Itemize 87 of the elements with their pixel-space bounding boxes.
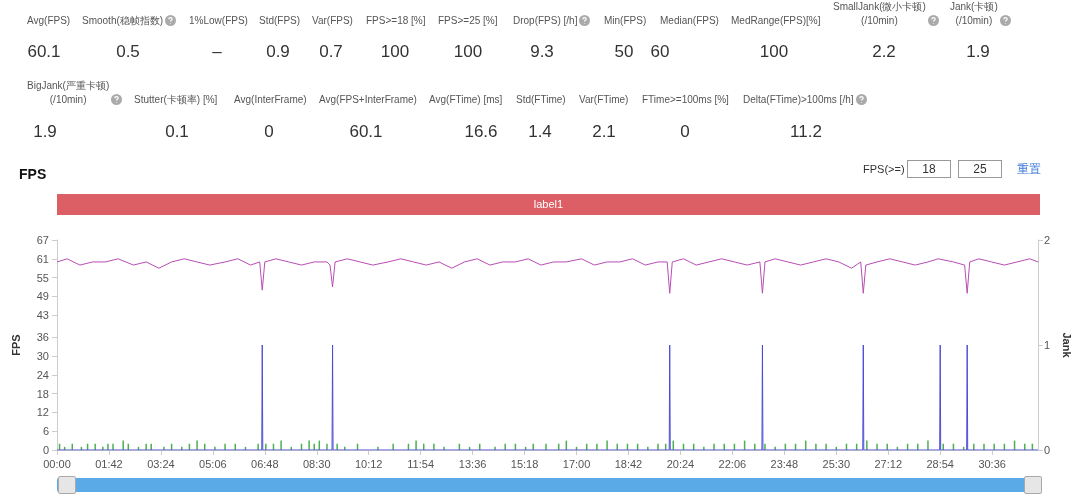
- number-field: 25: [958, 160, 1002, 178]
- x-tick-label: 28:54: [926, 457, 954, 470]
- text: 16.6: [464, 122, 498, 142]
- text: Std(FTime): [516, 93, 566, 107]
- x-tick-label: 23:48: [770, 457, 799, 470]
- x-tick-label: 18:42: [614, 457, 643, 470]
- text: 0: [264, 122, 274, 142]
- text: MedRange(FPS)[%]: [731, 14, 821, 28]
- text: 0.7: [319, 42, 343, 62]
- text: Avg(InterFrame): [234, 93, 307, 107]
- number-field: 18: [907, 160, 951, 178]
- text: 1.9: [33, 122, 57, 142]
- x-tick-label: 08:30: [303, 457, 331, 470]
- y-tick-label: 24: [36, 368, 49, 381]
- y-tick-label: 12: [36, 406, 49, 419]
- text: 100: [453, 42, 483, 62]
- y-tick-label: 43: [36, 309, 49, 322]
- text: 0.5: [116, 42, 140, 62]
- text: Stutter(卡顿率) [%]: [134, 93, 218, 107]
- x-tick-label: 10:12: [354, 457, 383, 470]
- y-tick-label: 55: [36, 271, 49, 284]
- text: 2.2: [872, 42, 896, 62]
- x-tick-label: 00:00: [43, 457, 71, 470]
- text: 重置: [1017, 161, 1041, 178]
- y-tick-label: 18: [36, 387, 49, 400]
- x-tick-label: 01:42: [95, 457, 123, 470]
- text: FPS>=25 [%]: [438, 14, 498, 28]
- y-tick-label: 49: [36, 290, 49, 303]
- text: 2.1: [592, 122, 616, 142]
- line-series: [56, 258, 1039, 294]
- text: Delta(FTime)>100ms [/h]: [743, 93, 854, 107]
- x-tick-label: 03:24: [147, 457, 175, 470]
- text: FTime>=100ms [%]: [642, 93, 729, 107]
- chart-title: FPS: [19, 166, 47, 182]
- text: label1: [57, 194, 1040, 215]
- x-tick-label: 11:54: [407, 457, 435, 470]
- text: Std(FPS): [259, 14, 301, 28]
- text: Median(FPS): [660, 14, 719, 28]
- text: 11.2: [790, 122, 822, 142]
- text: 100: [759, 42, 789, 62]
- text: 1.4: [528, 122, 552, 142]
- text: BigJank(严重卡顿) (/10min): [27, 79, 110, 107]
- text: 1%Low(FPS): [189, 14, 248, 28]
- text: 50: [614, 42, 634, 62]
- text: 100: [380, 42, 410, 62]
- y-tick-label: 30: [36, 349, 49, 362]
- text: Var(FTime): [579, 93, 629, 107]
- text: 0.9: [266, 42, 290, 62]
- text: 0.1: [165, 122, 189, 142]
- text: Avg(FTime) [ms]: [429, 93, 503, 107]
- y-tick-label: 61: [36, 252, 49, 265]
- text: Min(FPS): [604, 14, 647, 28]
- x-tick-label: 20:24: [666, 457, 695, 470]
- y-tick-label: 67: [36, 234, 49, 246]
- x-tick-label: 06:48: [251, 457, 279, 470]
- text: FPS(>=): [863, 163, 905, 175]
- text: Smooth(稳帧指数): [82, 14, 164, 28]
- text: Var(FPS): [312, 14, 353, 28]
- x-tick-label: 17:00: [562, 457, 591, 470]
- text: 60: [650, 42, 670, 62]
- x-tick-label: 22:06: [718, 457, 747, 470]
- y-tick-label: 6: [42, 425, 49, 438]
- y2-axis-title: Jank: [1060, 332, 1073, 359]
- x-tick-label: 15:18: [510, 457, 539, 470]
- y-tick-label: 36: [36, 331, 49, 344]
- text: 60.1: [27, 42, 61, 62]
- text: FPS>=18 [%]: [366, 14, 426, 28]
- text: Avg(FPS): [27, 14, 71, 28]
- y-axis-title: FPS: [9, 334, 22, 356]
- y2-tick-label: 2: [1043, 234, 1051, 246]
- text: Jank(卡顿) (/10min): [950, 0, 998, 28]
- x-tick-label: 13:36: [458, 457, 487, 470]
- y-tick-label: 0: [42, 444, 49, 456]
- text: SmallJank(微小卡顿) (/10min): [833, 0, 926, 28]
- x-tick-label: 27:12: [874, 457, 902, 470]
- y2-tick-label: 0: [1043, 444, 1051, 456]
- y2-tick-label: 1: [1043, 339, 1051, 351]
- text: 60.1: [349, 122, 383, 142]
- text: 0: [680, 122, 690, 142]
- x-tick-label: 05:06: [199, 457, 227, 470]
- text: –: [212, 42, 222, 62]
- text: 9.3: [530, 42, 554, 62]
- text: Drop(FPS) [/h]: [513, 14, 578, 28]
- text: Avg(FPS+InterFrame): [319, 93, 417, 107]
- x-tick-label: 30:36: [978, 457, 1006, 470]
- x-tick-label: 25:30: [822, 457, 851, 470]
- text: 1.9: [966, 42, 990, 62]
